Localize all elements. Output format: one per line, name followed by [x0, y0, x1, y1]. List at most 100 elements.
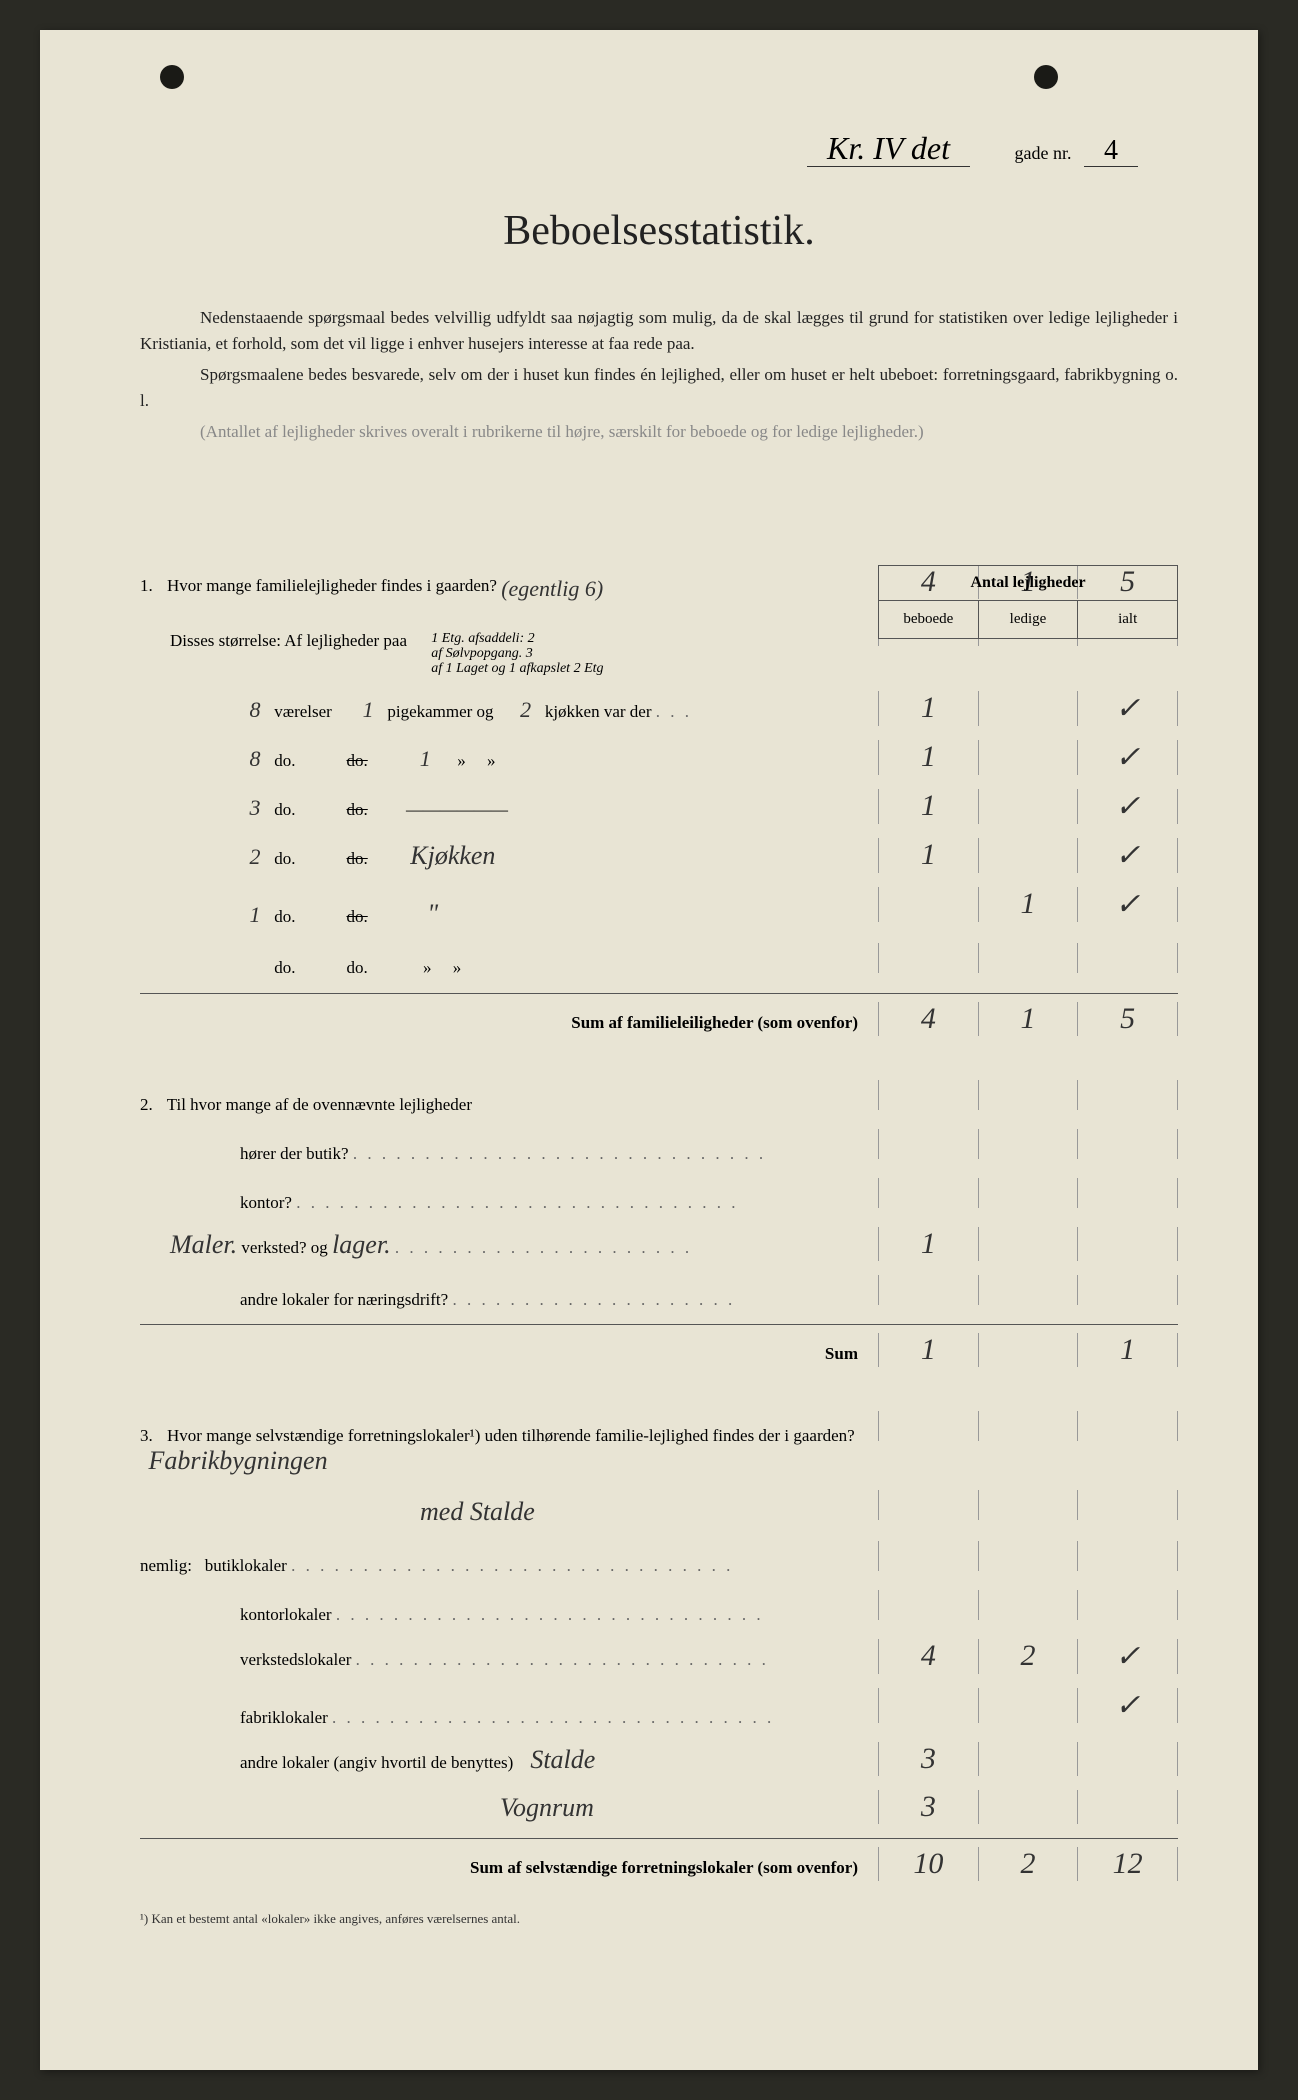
q1-annot-3: af 1 Laget og 1 afkapslet 2 Etg — [431, 661, 603, 676]
q2-sum-beboede: 1 — [878, 1333, 978, 1367]
do-strike-1: do. — [347, 751, 368, 770]
r0-beboede: 1 — [878, 691, 978, 726]
q3-l4-hw: Stalde — [530, 1745, 595, 1774]
do-strike-4: do. — [347, 907, 368, 926]
q2-l2-prefix: Maler. — [170, 1230, 237, 1259]
vaer-4: 1 — [240, 902, 270, 928]
q1-num: 1. — [140, 576, 153, 595]
q2-prompt: Til hvor mange af de ovennævnte lejlighe… — [167, 1095, 472, 1114]
vaer-0: 8 — [240, 697, 270, 723]
q2-l0-label: hører der butik? — [240, 1144, 349, 1163]
q1-sum-beboede: 4 — [878, 1002, 978, 1036]
street-name: Kr. IV det — [807, 130, 970, 167]
q3-row: 3. Hvor mange selvstændige forretningslo… — [140, 1411, 1178, 1476]
q2-line-1: kontor? . . . . . . . . . . . . . . . . … — [140, 1178, 1178, 1213]
q3-hw2-row: med Stalde — [140, 1490, 1178, 1527]
q3-l2-ledige: 2 — [978, 1639, 1078, 1674]
q3-sum-ialt: 12 — [1077, 1847, 1178, 1881]
q2-sum-row: Sum 1 1 — [140, 1324, 1178, 1367]
q2-row: 2. Til hvor mange af de ovennævnte lejli… — [140, 1080, 1178, 1115]
page-title: Beboelsesstatistik. — [140, 207, 1178, 255]
r1-ledige — [978, 740, 1078, 775]
form-table: Antal lejligheder beboede ledige ialt 1.… — [140, 565, 1178, 1881]
column-header: Antal lejligheder beboede ledige ialt — [878, 565, 1178, 639]
q3-sum-label: Sum af selvstændige forretningslokaler (… — [140, 1858, 878, 1878]
q1-sum-row: Sum af familieleiligheder (som ovenfor) … — [140, 993, 1178, 1036]
vaer-3: 2 — [240, 844, 270, 870]
gade-number: 4 — [1084, 135, 1138, 167]
q3-l2-ialt: ✓ — [1077, 1639, 1178, 1674]
q3-l3-ialt: ✓ — [1077, 1688, 1178, 1723]
q2-l1-label: kontor? — [240, 1193, 292, 1212]
q3-line-3: fabriklokaler . . . . . . . . . . . . . … — [140, 1688, 1178, 1728]
q2-l2-beboede: 1 — [878, 1227, 978, 1261]
r2-ledige — [978, 789, 1078, 824]
q1-disses: Disses størrelse: Af lejligheder paa — [170, 631, 407, 650]
q3-sum-row: Sum af selvstændige forretningslokaler (… — [140, 1838, 1178, 1881]
r1-beboede: 1 — [878, 740, 978, 775]
r0-ledige — [978, 691, 1078, 726]
col-top-label: Antal lejligheder — [878, 565, 1178, 600]
q1-annot-top: (egentlig 6) — [501, 576, 603, 601]
q2-l3-label: andre lokaler for næringsdrift? — [240, 1290, 448, 1309]
vaerelser-label: værelser — [274, 702, 332, 721]
r1-ialt: ✓ — [1077, 740, 1178, 775]
intro-p1: Nedenstaaende spørgsmaal bedes velvillig… — [140, 305, 1178, 356]
q3-l2-label: verkstedslokaler — [240, 1650, 351, 1669]
q1-subrow-2: 3 do. do. —————— 1 ✓ — [140, 789, 1178, 824]
r4-ialt: ✓ — [1077, 887, 1178, 922]
q3-l5-hw: Vognrum — [500, 1793, 594, 1822]
kjok-0: 2 — [511, 697, 541, 723]
q1-subrow-4: 1 do. do. " 1 ✓ — [140, 887, 1178, 929]
vaer-1: 8 — [240, 746, 270, 772]
q3-l4-label: andre lokaler (angiv hvortil de benyttes… — [240, 1753, 513, 1772]
col-ialt: ialt — [1078, 601, 1177, 638]
intro-text: Nedenstaaende spørgsmaal bedes velvillig… — [140, 305, 1178, 445]
r2-ialt: ✓ — [1077, 789, 1178, 824]
r3-ledige — [978, 838, 1078, 873]
pige-0: 1 — [353, 697, 383, 723]
do-strike-3: do. — [347, 849, 368, 868]
q3-line-1: kontorlokaler . . . . . . . . . . . . . … — [140, 1590, 1178, 1625]
kjok-1: 1 — [410, 746, 440, 772]
q3-num: 3. — [140, 1426, 153, 1445]
q1-subrow-3: 2 do. do. Kjøkken 1 ✓ — [140, 838, 1178, 873]
intro-p2: Spørgsmaalene bedes besvarede, selv om d… — [140, 362, 1178, 413]
r0-ialt: ✓ — [1077, 691, 1178, 726]
q2-sum-ialt: 1 — [1077, 1333, 1178, 1367]
col-sub-labels: beboede ledige ialt — [878, 600, 1178, 639]
r2-beboede: 1 — [878, 789, 978, 824]
col-ledige: ledige — [979, 601, 1079, 638]
vaer-2: 3 — [240, 795, 270, 821]
pigekammer-label: pigekammer og — [387, 702, 493, 721]
q3-prompt: Hvor mange selvstændige forretningslokal… — [167, 1426, 855, 1445]
q2-line-2: Maler. verksted? og lager. . . . . . . .… — [140, 1227, 1178, 1261]
vaer-5 — [240, 953, 270, 979]
q2-sum-ledige — [978, 1333, 1078, 1367]
q1-subrow-0: 8 værelser 1 pigekammer og 2 kjøkken var… — [140, 691, 1178, 726]
q1-sum-ialt: 5 — [1077, 1002, 1178, 1036]
q3-line-5: Vognrum 3 — [140, 1790, 1178, 1824]
q1-annot-1: 1 Etg. afsaddeli: 2 — [431, 631, 603, 646]
q3-hw1: Fabrikbygningen — [149, 1446, 328, 1475]
q3-hw2: med Stalde — [420, 1497, 535, 1526]
punch-hole-right — [1034, 65, 1058, 89]
q1-subrow-1: 8 do. do. 1 » » 1 ✓ — [140, 740, 1178, 775]
q3-line-4: andre lokaler (angiv hvortil de benyttes… — [140, 1742, 1178, 1776]
q2-line-0: hører der butik? . . . . . . . . . . . .… — [140, 1129, 1178, 1164]
q2-sum-label: Sum — [140, 1344, 878, 1364]
q3-l0-label: butiklokaler — [205, 1556, 287, 1575]
q3-sum-ledige: 2 — [978, 1847, 1078, 1881]
q1-prompt: Hvor mange familielejligheder findes i g… — [167, 576, 497, 595]
do-label-5b: do. — [347, 958, 368, 977]
q3-l4-beboede: 3 — [878, 1742, 978, 1776]
do-label-3: do. — [274, 849, 295, 868]
r4-beboede — [878, 887, 978, 922]
q2-num: 2. — [140, 1095, 153, 1114]
kjok-label-0: kjøkken var der — [545, 702, 652, 721]
q1-annot-2: af Sølvpopgang. 3 — [431, 646, 603, 661]
document-page: Kr. IV det gade nr. 4 Beboelsesstatistik… — [40, 30, 1258, 2070]
r4-ledige: 1 — [978, 887, 1078, 922]
q3-l1-label: kontorlokaler — [240, 1605, 332, 1624]
do-strike-2: do. — [347, 800, 368, 819]
